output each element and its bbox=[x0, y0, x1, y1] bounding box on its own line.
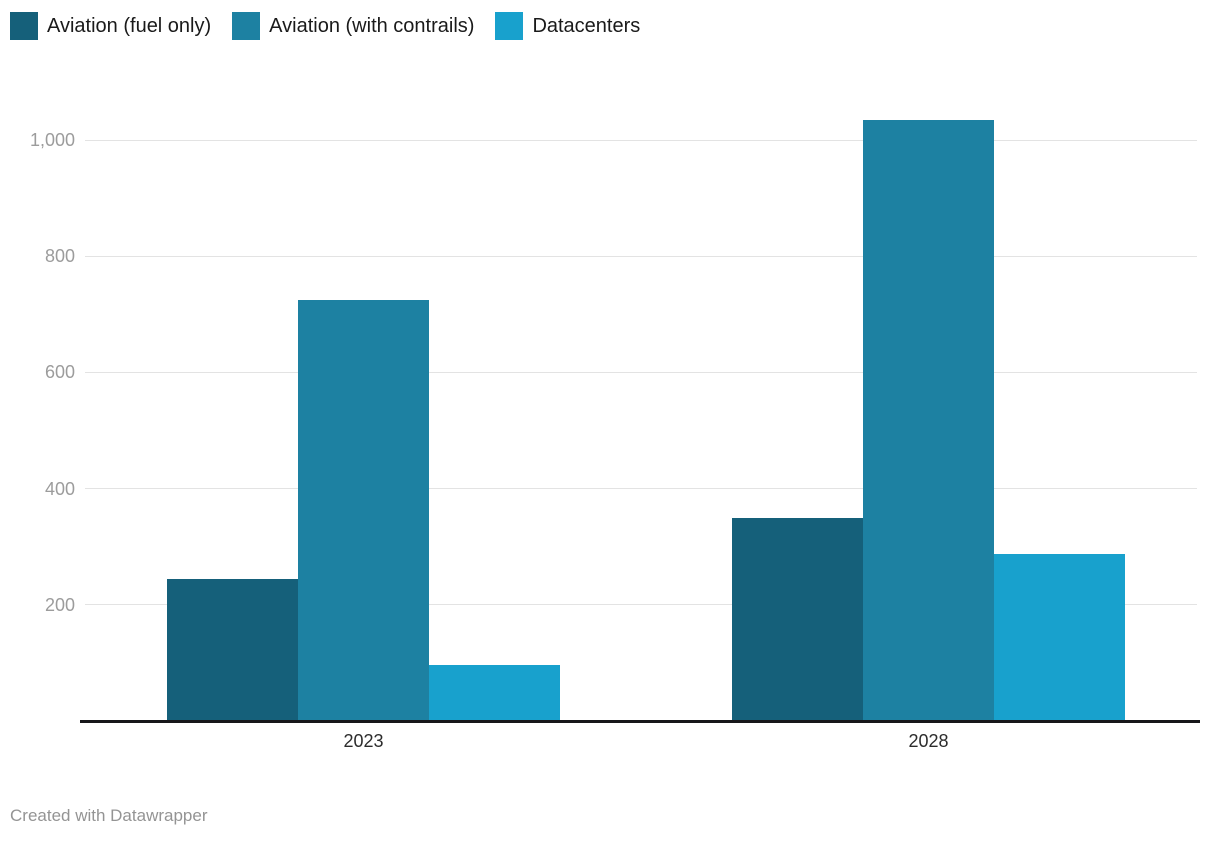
x-tick-label: 2028 bbox=[908, 731, 949, 751]
gridline bbox=[85, 604, 1197, 606]
legend-label: Aviation (fuel only) bbox=[47, 15, 212, 37]
bar-2028-series-0 bbox=[732, 517, 863, 721]
y-tick-label: 1,000 bbox=[29, 130, 75, 150]
x-tick-label: 2023 bbox=[343, 731, 384, 751]
legend-swatch-icon bbox=[10, 12, 38, 40]
x-axis-line bbox=[80, 720, 1200, 723]
attribution-link[interactable]: Created with Datawrapper bbox=[10, 806, 208, 825]
y-tick-label: 800 bbox=[44, 246, 75, 267]
legend-swatch-icon bbox=[495, 12, 524, 40]
legend-item-2: Datacenters bbox=[495, 12, 640, 40]
gridline bbox=[85, 255, 1197, 257]
gridline bbox=[85, 371, 1197, 373]
legend-swatch-icon bbox=[232, 12, 261, 40]
y-tick-label: 600 bbox=[44, 362, 75, 383]
bar-2023-series-1 bbox=[298, 299, 429, 721]
legend-item-1: Aviation (with contrails) bbox=[232, 12, 474, 40]
bar-2023-series-0 bbox=[167, 578, 298, 721]
legend: Aviation (fuel only) Aviation (with contr… bbox=[10, 12, 640, 40]
gridline bbox=[85, 139, 1197, 141]
y-tick-label: 400 bbox=[44, 478, 75, 499]
legend-label: Aviation (with contrails) bbox=[269, 15, 475, 37]
legend-item-0: Aviation (fuel only) bbox=[10, 12, 211, 40]
bar-2028-series-1 bbox=[863, 119, 994, 721]
bar-2028-series-2 bbox=[994, 554, 1125, 721]
gridline bbox=[85, 488, 1197, 490]
y-tick-label: 200 bbox=[44, 594, 75, 615]
attribution: Created with Datawrapper bbox=[10, 806, 207, 826]
bar-2023-series-2 bbox=[429, 664, 560, 721]
legend-label: Datacenters bbox=[532, 15, 641, 37]
